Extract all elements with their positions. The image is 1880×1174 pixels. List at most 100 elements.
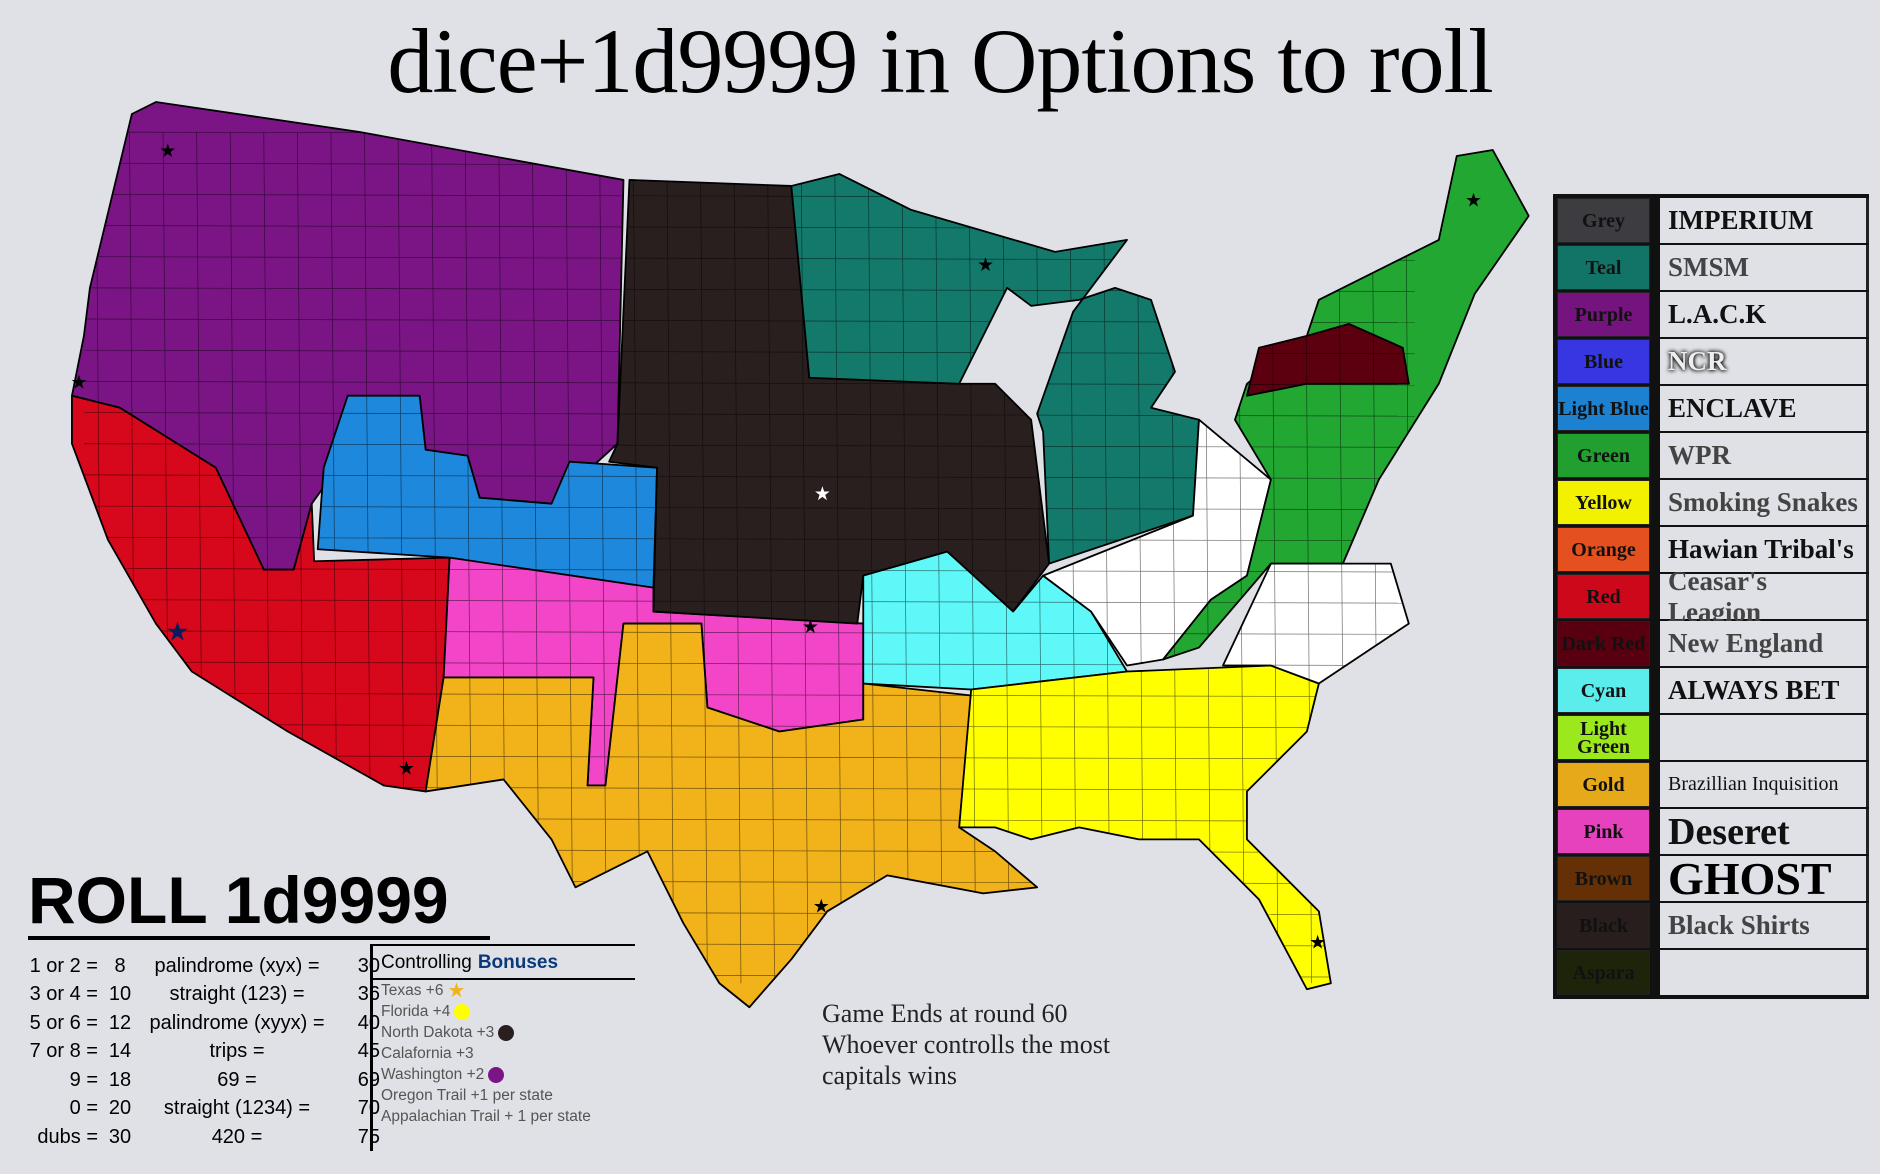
legend-row: Grey IMPERIUM [1557, 198, 1869, 243]
county-line [565, 131, 574, 984]
capital-star-icon: ★ [166, 616, 190, 646]
county-line [766, 131, 775, 984]
color-swatch: Gold [1557, 762, 1650, 807]
color-swatch: Black [1557, 903, 1650, 948]
combo-label: palindrome (xyyx) = [149, 1011, 325, 1034]
combo-label: trips = [209, 1040, 265, 1063]
faction-name: L.A.C.K [1660, 292, 1869, 337]
color-swatch: Cyan [1557, 668, 1650, 713]
color-dot-icon [498, 1024, 515, 1041]
combo-label: palindrome (xyx) = [154, 954, 320, 977]
roll-row: 1 or 2 = 8 palindrome (xyx) = 30 [20, 952, 380, 981]
region-gold[interactable] [424, 622, 1039, 1009]
combo-value: 40 [357, 1011, 380, 1034]
faction-name: Deseret [1660, 809, 1869, 854]
color-dot-icon [454, 1003, 471, 1020]
color-swatch: Pink [1557, 809, 1650, 854]
roll-label: 1 or 2 = [29, 954, 98, 977]
bonus-item: Oregon Trail +1 per state [373, 1085, 635, 1106]
page-title: dice+1d9999 in Options to roll [387, 10, 1493, 112]
roll-value: 18 [108, 1068, 132, 1091]
faction-name: Ceasar's Leagion [1660, 566, 1869, 627]
capital-star-icon: ★ [159, 141, 176, 162]
bonus-text: Texas +6 [381, 981, 444, 999]
region-yellow[interactable] [958, 664, 1332, 991]
faction-name: IMPERIUM [1660, 198, 1869, 243]
bonus-item: Texas +6 ★ [373, 980, 635, 1002]
bonus-text: Calafornia +3 [381, 1044, 474, 1062]
end-note-line: capitals wins [822, 1061, 958, 1090]
legend-row: Cyan ALWAYS BET [1557, 668, 1869, 713]
star-icon: ★ [447, 980, 466, 1002]
legend-row: Aspara [1557, 950, 1869, 995]
color-swatch: Aspara [1557, 950, 1650, 995]
county-line [968, 131, 977, 984]
end-note-line: Game Ends at round 60 [822, 999, 1068, 1028]
roll-label: 5 or 6 = [29, 1011, 98, 1034]
capital-star-icon: ★ [1309, 932, 1326, 953]
region-unclaimed-east[interactable] [1222, 562, 1410, 685]
bonus-item: Calafornia +3 [373, 1043, 635, 1064]
faction-name: New England [1660, 621, 1869, 666]
roll-value: 14 [108, 1040, 132, 1063]
county-line [666, 131, 675, 984]
bonus-text: Florida +4 [381, 1002, 451, 1020]
county-line [83, 474, 1415, 479]
combo-label: 420 = [211, 1125, 263, 1148]
color-swatch: Red [1557, 574, 1650, 619]
bonus-text: Appalachian Trail + 1 per state [381, 1107, 591, 1125]
county-line [83, 443, 1415, 448]
color-swatch: Light Blue [1557, 386, 1650, 431]
color-dot-icon [488, 1066, 505, 1083]
combo-value: 36 [357, 983, 380, 1006]
faction-name: ALWAYS BET [1660, 668, 1869, 713]
county-line [834, 131, 843, 984]
roll-value: 12 [108, 1011, 132, 1034]
color-swatch: Brown [1557, 856, 1650, 901]
bonus-text: Washington +2 [381, 1065, 485, 1083]
bonuses-title-a: Controlling [381, 952, 472, 973]
county-line [1371, 131, 1380, 984]
roll-payout-table: 1 or 2 = 8 palindrome (xyx) = 30 3 or 4 = 10 s… [20, 952, 380, 1152]
combo-label: straight (123) = [169, 983, 305, 1006]
capital-star-icon: ★ [1465, 190, 1482, 211]
legend-row: Gold Brazillian Inquisition [1557, 762, 1869, 807]
color-swatch: Yellow [1557, 480, 1650, 525]
color-swatch: Teal [1557, 245, 1650, 290]
bonus-item: Washington +2 [373, 1064, 635, 1085]
legend-row: Light Blue ENCLAVE [1557, 386, 1869, 431]
faction-name: GHOST [1660, 853, 1869, 904]
roll-value: 8 [114, 954, 126, 977]
legend-row: Light Green [1557, 715, 1869, 760]
faction-name: WPR [1660, 433, 1869, 478]
roll-row: 7 or 8 = 14 trips = 45 [20, 1038, 380, 1067]
combo-value: 30 [357, 954, 380, 977]
combo-value: 75 [357, 1125, 380, 1148]
combo-value: 70 [357, 1097, 380, 1120]
legend-row: Orange Hawian Tribal's [1557, 527, 1869, 572]
faction-name: Smoking Snakes [1660, 480, 1869, 525]
roll-value: 20 [108, 1097, 132, 1120]
roll-label: 9 = [69, 1068, 98, 1091]
capital-star-icon: ★ [813, 897, 830, 918]
bonus-text: North Dakota +3 [381, 1023, 495, 1041]
capital-star-icon: ★ [977, 255, 994, 276]
faction-name: ENCLAVE [1660, 386, 1869, 431]
legend-row: Green WPR [1557, 433, 1869, 478]
county-line [699, 131, 708, 984]
roll-label: dubs = [37, 1125, 98, 1148]
roll-row: dubs = 30 420 = 75 [20, 1123, 380, 1152]
region-light-blue[interactable] [316, 394, 658, 589]
roll-row: 9 = 18 69 = 69 [20, 1066, 380, 1095]
color-swatch: Purple [1557, 292, 1650, 337]
county-line [83, 692, 1415, 698]
color-swatch: Orange [1557, 527, 1650, 572]
faction-name [1660, 950, 1869, 995]
roll-row: 0 = 20 straight (1234) = 70 [20, 1095, 380, 1124]
county-line [83, 505, 1415, 511]
county-line [83, 630, 1415, 635]
color-swatch: Light Green [1557, 715, 1650, 760]
region-dark-red[interactable] [1246, 322, 1410, 397]
county-line [599, 131, 608, 984]
roll-label: 3 or 4 = [29, 983, 98, 1006]
